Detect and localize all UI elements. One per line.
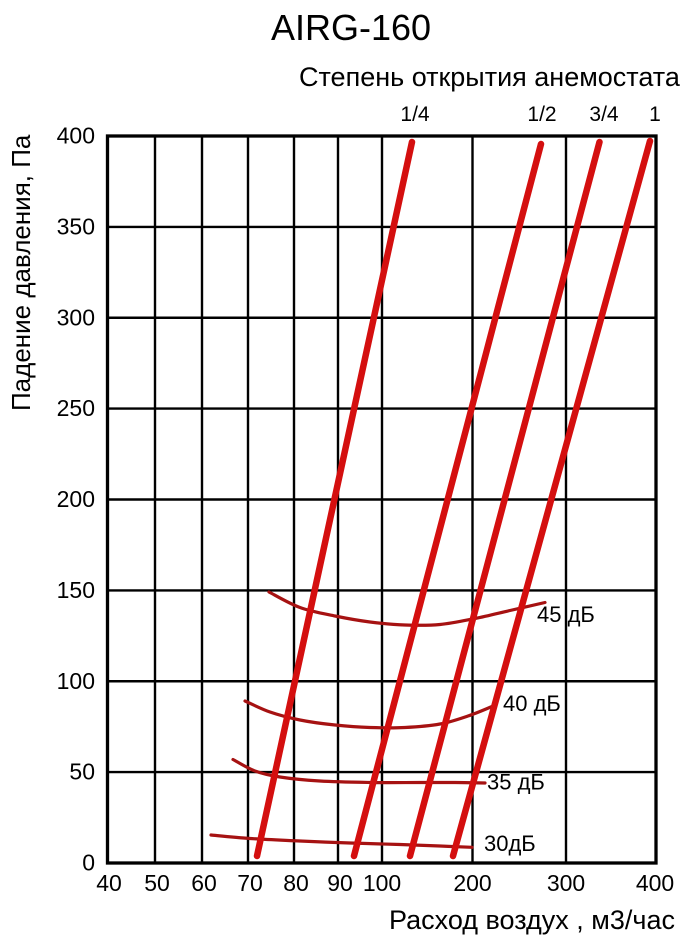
svg-text:Расход воздух , м3/час: Расход воздух , м3/час <box>389 905 675 935</box>
svg-text:80: 80 <box>283 870 309 896</box>
svg-text:100: 100 <box>363 870 401 896</box>
svg-text:35 дБ: 35 дБ <box>487 770 545 795</box>
svg-text:400: 400 <box>57 123 95 149</box>
svg-text:30дБ: 30дБ <box>484 831 536 856</box>
svg-text:40: 40 <box>96 870 122 896</box>
svg-text:200: 200 <box>57 486 95 512</box>
svg-text:3/4: 3/4 <box>589 103 619 126</box>
svg-text:1/2: 1/2 <box>527 103 556 126</box>
svg-text:AIRG-160: AIRG-160 <box>271 7 431 48</box>
svg-text:Степень открытия анемостата: Степень открытия анемостата <box>299 62 681 92</box>
svg-text:300: 300 <box>547 870 585 896</box>
svg-text:150: 150 <box>57 577 95 603</box>
svg-text:90: 90 <box>327 870 353 896</box>
svg-text:100: 100 <box>57 668 95 694</box>
svg-text:350: 350 <box>57 213 95 239</box>
svg-text:50: 50 <box>69 759 95 785</box>
svg-text:50: 50 <box>144 870 170 896</box>
svg-text:1: 1 <box>649 103 661 126</box>
svg-text:70: 70 <box>237 870 263 896</box>
svg-text:40 дБ: 40 дБ <box>503 691 561 716</box>
svg-text:400: 400 <box>636 870 674 896</box>
svg-text:Падение давления, Па: Падение давления, Па <box>6 134 36 411</box>
svg-text:1/4: 1/4 <box>400 103 430 126</box>
svg-text:45 дБ: 45 дБ <box>537 602 595 627</box>
svg-text:60: 60 <box>191 870 217 896</box>
svg-text:300: 300 <box>57 304 95 330</box>
svg-text:200: 200 <box>453 870 491 896</box>
svg-text:0: 0 <box>82 850 95 876</box>
svg-text:250: 250 <box>57 395 95 421</box>
